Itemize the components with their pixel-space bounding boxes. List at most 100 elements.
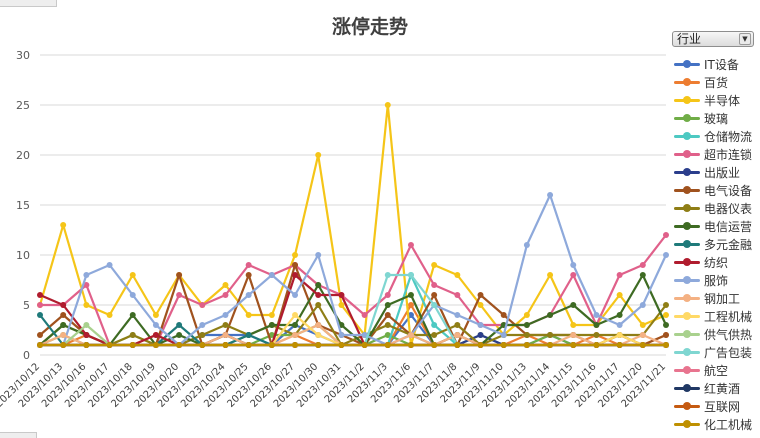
legend-marker-icon: [683, 402, 691, 410]
legend-item[interactable]: 互联网: [674, 397, 760, 415]
data-point: [431, 282, 438, 288]
legend-label: 红黄酒: [704, 382, 741, 396]
data-point: [152, 332, 159, 338]
data-point: [616, 322, 623, 328]
data-point: [431, 342, 438, 348]
legend-label: 电信运营: [704, 220, 753, 234]
series-line: [40, 193, 667, 347]
legend-item[interactable]: 红黄酒: [674, 379, 760, 397]
data-point: [616, 292, 623, 298]
data-point: [593, 312, 600, 318]
legend-label: 钢加工: [704, 292, 741, 306]
legend-item[interactable]: 纺织: [674, 253, 760, 271]
industry-filter-dropdown[interactable]: 行业 ▼: [672, 31, 754, 47]
data-point: [315, 252, 322, 258]
legend-item[interactable]: IT设备: [674, 55, 760, 73]
data-point: [500, 312, 507, 318]
data-point: [454, 272, 461, 278]
data-point: [454, 332, 461, 338]
data-point: [454, 342, 461, 348]
data-point: [268, 312, 275, 318]
legend-label: 多元金融: [704, 238, 753, 252]
legend-marker-icon: [683, 294, 691, 302]
legend-label: IT设备: [704, 58, 739, 72]
data-point: [361, 312, 368, 318]
legend-item[interactable]: 广告包装: [674, 343, 760, 361]
data-point: [593, 342, 600, 348]
legend-marker-icon: [683, 186, 691, 194]
legend-label: 电气设备: [704, 184, 753, 198]
legend-label: 纺织: [704, 256, 729, 270]
data-point: [292, 322, 299, 328]
data-point: [199, 332, 206, 338]
legend-item[interactable]: 工程机械: [674, 307, 760, 325]
legend-marker-icon: [683, 168, 691, 176]
data-point: [37, 312, 43, 318]
data-point: [315, 152, 322, 158]
legend-label: 半导体: [704, 94, 741, 108]
data-point: [639, 262, 646, 268]
legend-label: 广告包装: [704, 346, 753, 360]
legend-item[interactable]: 电气设备: [674, 181, 760, 199]
legend-item[interactable]: 服饰: [674, 271, 760, 289]
data-point: [268, 322, 275, 328]
legend-item[interactable]: 电信运营: [674, 217, 760, 235]
legend-item[interactable]: 出版业: [674, 163, 760, 181]
legend-item[interactable]: 钢加工: [674, 289, 760, 307]
legend-item[interactable]: 化工机械: [674, 415, 760, 433]
legend-item[interactable]: 航空: [674, 361, 760, 379]
data-point: [547, 272, 554, 278]
data-point: [315, 292, 322, 298]
data-point: [292, 292, 299, 298]
data-point: [384, 272, 391, 278]
data-point: [83, 302, 90, 308]
legend-marker-icon: [683, 60, 691, 68]
legend-item[interactable]: 玻璃: [674, 109, 760, 127]
legend-marker-icon: [683, 96, 691, 104]
data-point: [245, 342, 252, 348]
data-point: [663, 302, 669, 308]
legend-item[interactable]: 多元金融: [674, 235, 760, 253]
data-point: [338, 292, 345, 298]
data-point: [152, 322, 159, 328]
legend-label: 服饰: [704, 274, 729, 288]
legend-item[interactable]: 供气供热: [674, 325, 760, 343]
data-point: [222, 332, 229, 338]
dropdown-arrow-icon[interactable]: ▼: [739, 33, 751, 45]
data-point: [60, 322, 67, 328]
data-point: [547, 192, 554, 198]
legend-label: 出版业: [704, 166, 741, 180]
legend-label: 电器仪表: [704, 202, 753, 216]
legend-label: 供气供热: [704, 328, 753, 342]
data-point: [616, 342, 623, 348]
legend-marker-icon: [683, 330, 691, 338]
legend-item[interactable]: 半导体: [674, 91, 760, 109]
data-point: [570, 272, 577, 278]
data-point: [292, 342, 299, 348]
data-point: [431, 322, 438, 328]
legend-item[interactable]: 电器仪表: [674, 199, 760, 217]
legend-item[interactable]: 超市连锁: [674, 145, 760, 163]
data-point: [292, 262, 299, 268]
data-point: [315, 282, 322, 288]
data-point: [83, 332, 90, 338]
y-tick-label: 30: [16, 49, 30, 62]
data-point: [663, 252, 669, 258]
legend-label: 工程机械: [704, 310, 753, 324]
legend-label: 化工机械: [704, 418, 753, 432]
data-point: [268, 272, 275, 278]
data-point: [407, 312, 414, 318]
line-chart: 0510152025302023/10/122023/10/132023/10/…: [0, 49, 669, 410]
data-point: [338, 342, 345, 348]
legend-marker-icon: [683, 114, 691, 122]
data-point: [338, 302, 345, 308]
data-point: [570, 302, 577, 308]
legend-item[interactable]: 仓储物流: [674, 127, 760, 145]
legend-item[interactable]: 百货: [674, 73, 760, 91]
data-point: [663, 322, 669, 328]
data-point: [523, 332, 530, 338]
data-point: [407, 242, 414, 248]
data-point: [199, 342, 206, 348]
data-point: [407, 302, 414, 308]
data-point: [83, 272, 90, 278]
